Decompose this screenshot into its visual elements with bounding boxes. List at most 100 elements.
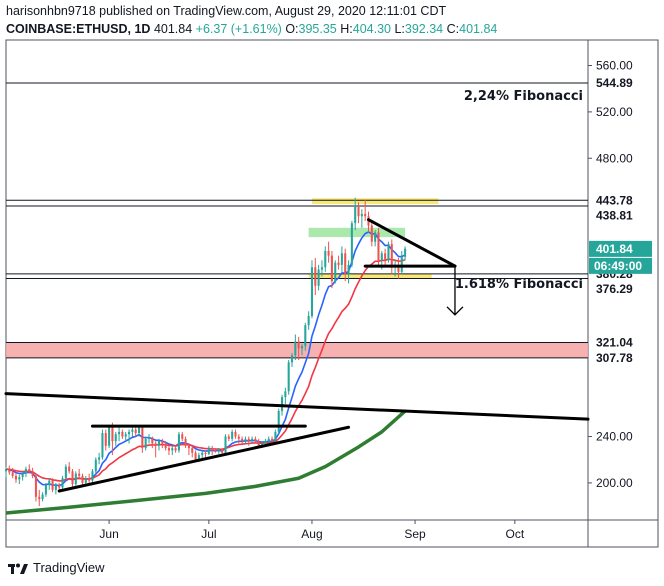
- countdown-tag-label: 06:49:00: [594, 259, 642, 273]
- candle-body: [271, 438, 274, 442]
- low-value: 392.34: [404, 22, 444, 36]
- close-value: 401.84: [459, 22, 498, 36]
- y-tick-label: 200.00: [596, 476, 633, 490]
- candle-body: [164, 443, 167, 449]
- candle-body: [211, 448, 214, 451]
- candle-body: [290, 355, 294, 363]
- candle-body: [374, 232, 377, 242]
- symbol-name[interactable]: COINBASE:ETHUSD, 1D: [6, 22, 151, 36]
- x-tick-label-Jul: Jul: [201, 527, 216, 541]
- y-tick-label: 520.00: [596, 105, 633, 119]
- footer-brand[interactable]: TradingView: [8, 560, 105, 575]
- symbol-ohlc-line: COINBASE:ETHUSD, 1D 401.84 +6.37 (+1.61%…: [6, 22, 497, 36]
- candle-body: [157, 441, 161, 446]
- ma_long-line: [5, 409, 407, 515]
- candle-body: [284, 391, 287, 398]
- candle-body: [101, 433, 104, 458]
- candle-body: [134, 429, 137, 434]
- trendline-triangle-bottom-june: [57, 425, 351, 493]
- candle-body: [337, 262, 340, 265]
- yellow-zone-0: [311, 198, 439, 205]
- candle-body: [277, 411, 280, 432]
- candle-body: [317, 269, 320, 286]
- candle-body: [187, 445, 190, 449]
- x-tick-label-Aug: Aug: [301, 527, 322, 541]
- trendline-flag-top-aug: [367, 218, 457, 268]
- candle-body: [207, 448, 210, 454]
- candle-body: [287, 362, 290, 392]
- candle-body: [360, 213, 363, 217]
- candle-body: [131, 429, 134, 432]
- candle-body: [181, 434, 184, 439]
- footer-brand-label: TradingView: [33, 560, 105, 575]
- level-tag-bg: [589, 281, 649, 297]
- level-tag-307.78: 307.78: [596, 351, 633, 365]
- y-tick-label: 480.00: [596, 151, 633, 165]
- candle-body: [400, 256, 403, 272]
- candle-body: [384, 253, 387, 261]
- candle-body: [217, 449, 220, 452]
- candle-body: [390, 244, 393, 268]
- candle-body: [297, 341, 300, 349]
- level-tag-376.29: 376.29: [596, 282, 633, 296]
- candle-body: [327, 251, 330, 256]
- candle-body: [224, 436, 227, 453]
- candle-body: [330, 255, 333, 282]
- candle-body: [184, 438, 187, 446]
- candle-body: [340, 253, 343, 265]
- candle-body: [114, 434, 117, 442]
- candle-body: [111, 427, 114, 442]
- candle-body: [118, 431, 121, 435]
- candle-body: [274, 431, 277, 442]
- candle-body: [88, 478, 91, 481]
- countdown-tag: [589, 257, 652, 274]
- candle-body: [197, 455, 200, 460]
- level-tag-bg: [589, 207, 649, 223]
- candle-body: [264, 441, 267, 444]
- candle-body: [141, 427, 144, 449]
- candle-body: [334, 262, 337, 282]
- candle-body: [191, 448, 194, 453]
- candle-body: [310, 267, 313, 316]
- candle-body: [344, 253, 347, 275]
- change-value: +6.37 (+1.61%): [195, 22, 282, 36]
- open-value: 395.35: [298, 22, 337, 36]
- y-tick-label: 240.00: [596, 430, 633, 444]
- candle-body: [31, 471, 34, 476]
- candle-body: [151, 437, 154, 444]
- level-tag-443.78: 443.78: [596, 193, 633, 207]
- candle-body: [231, 431, 234, 439]
- candle-body: [380, 253, 383, 261]
- candle-body: [98, 457, 101, 460]
- candle-body: [357, 206, 360, 217]
- candle-body: [234, 431, 237, 437]
- candle-body: [128, 431, 131, 435]
- candle-body: [257, 441, 260, 446]
- candle-body: [221, 449, 224, 453]
- candle-body: [81, 475, 84, 483]
- red-zone-3: [6, 342, 588, 358]
- candle-body: [324, 251, 327, 268]
- candle-body: [171, 448, 174, 451]
- candle-body: [144, 438, 147, 449]
- open-label: O:: [285, 22, 299, 36]
- candle-body: [294, 341, 297, 356]
- low-label: L:: [394, 22, 405, 36]
- candle-body: [104, 433, 107, 446]
- level-tag-bg: [589, 192, 649, 208]
- candle-body: [78, 473, 81, 476]
- candle-body: [307, 315, 310, 326]
- candle-body: [54, 485, 57, 490]
- candle-body: [261, 443, 264, 446]
- candle-body: [404, 248, 407, 257]
- fibonacci-label-0: 2,24% Fibonacci: [464, 89, 583, 104]
- candle-body: [241, 438, 244, 442]
- level-tag-bg: [589, 350, 649, 366]
- candle-body: [51, 480, 54, 490]
- candle-body: [194, 452, 197, 460]
- y-tick-label: 560.00: [596, 59, 633, 73]
- candle-body: [167, 448, 170, 451]
- level-tag-438.81: 438.81: [596, 208, 633, 222]
- candle-body: [387, 244, 390, 261]
